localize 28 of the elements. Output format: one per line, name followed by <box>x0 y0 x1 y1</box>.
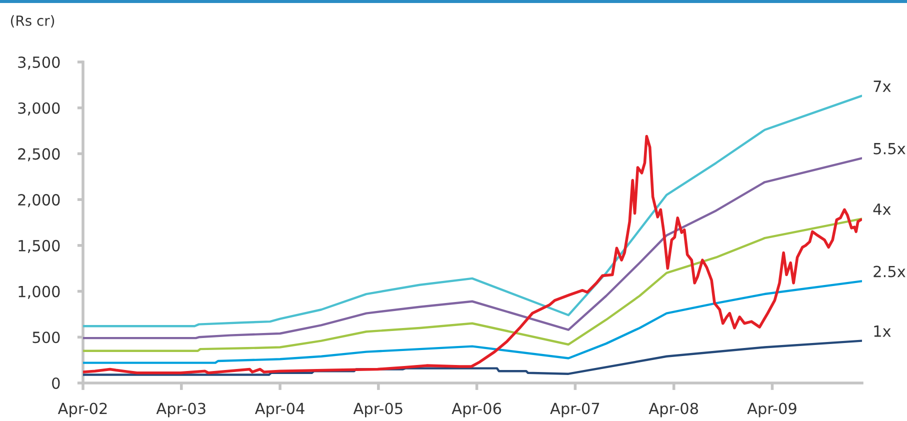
y-tick-label: 2,000 <box>18 194 60 208</box>
x-tick-label: Apr-09 <box>747 402 796 418</box>
line-series <box>83 218 862 352</box>
y-tick-label: 3,500 <box>18 56 60 70</box>
x-tick-label: Apr-06 <box>452 402 502 418</box>
series-label: 5.5x <box>874 143 906 154</box>
y-tick-label: 3,000 <box>18 102 60 116</box>
x-tick-label: Apr-07 <box>550 402 600 418</box>
line-series <box>83 94 862 328</box>
x-tick-label: Apr-04 <box>254 402 304 418</box>
line-series <box>83 157 862 340</box>
series-label: 2.5x <box>874 266 906 278</box>
x-tick-label: Apr-08 <box>648 402 698 418</box>
line-series <box>83 340 862 376</box>
y-tick-label: 2,500 <box>18 148 60 162</box>
x-tick-label: Apr-02 <box>58 402 107 418</box>
line-series <box>83 280 862 364</box>
x-tick-label: Apr-03 <box>156 402 206 418</box>
x-tick-label: Apr-05 <box>353 402 402 418</box>
y-tick-label: 0 <box>52 377 60 390</box>
line-series <box>83 134 862 374</box>
series-label: 4x <box>873 204 891 215</box>
series-label: 1x <box>874 326 891 337</box>
y-tick-label: 500 <box>32 332 60 344</box>
y-axis-title: (Rs cr) <box>10 15 54 28</box>
y-tick-label: 1,500 <box>18 240 60 254</box>
y-tick-label: 1,000 <box>18 286 60 299</box>
series-label: 7x <box>874 80 891 92</box>
